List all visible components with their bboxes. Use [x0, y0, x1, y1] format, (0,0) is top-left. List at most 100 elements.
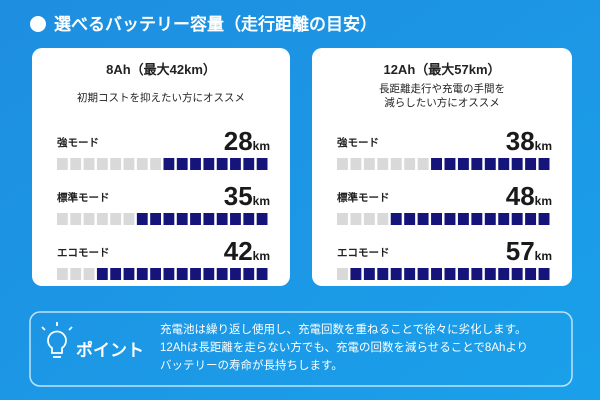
segment-filled	[390, 213, 402, 225]
segment-filled	[511, 213, 523, 225]
segment-empty	[377, 213, 389, 225]
mode-label: 強モード	[337, 136, 379, 149]
segment-filled	[511, 158, 523, 170]
mode-label: 標準モード	[337, 191, 390, 204]
segment-filled	[498, 213, 510, 225]
segment-filled	[203, 268, 215, 280]
segment-filled	[498, 158, 510, 170]
segment-empty	[96, 158, 108, 170]
mode-label: エコモード	[57, 247, 110, 259]
segment-empty	[110, 213, 122, 225]
segment-filled	[150, 268, 161, 280]
card-title: 12Ah（最大57km）	[383, 62, 500, 77]
segment-empty	[390, 158, 402, 170]
segment-filled	[230, 268, 241, 280]
segment-empty	[110, 158, 122, 170]
segment-filled	[390, 268, 402, 280]
segment-filled	[190, 213, 201, 225]
segment-empty	[350, 213, 362, 225]
distance-unit: km	[253, 139, 270, 153]
segment-empty	[57, 213, 68, 225]
point-label: ポイント	[76, 340, 144, 360]
segment-filled	[538, 213, 550, 225]
segment-filled	[471, 158, 483, 170]
distance: 28km	[224, 126, 270, 156]
segment-empty	[377, 158, 389, 170]
segment-filled	[444, 158, 456, 170]
distance-unit: km	[535, 139, 552, 153]
segment-filled	[471, 213, 483, 225]
segment-empty	[404, 158, 416, 170]
segment-filled	[190, 268, 201, 280]
card-description: 長距離走行や充電の手間を	[379, 82, 505, 95]
segment-filled	[525, 268, 537, 280]
segment-filled	[377, 268, 389, 280]
segment-empty	[123, 158, 135, 170]
segment-empty	[70, 158, 82, 170]
segment-filled	[163, 213, 175, 225]
segment-empty	[363, 213, 375, 225]
segment-filled	[150, 213, 161, 225]
segment-filled	[431, 268, 442, 280]
segment-filled	[431, 213, 442, 225]
segment-filled	[163, 268, 175, 280]
segment-empty	[70, 268, 82, 280]
segment-filled	[444, 213, 456, 225]
segment-filled	[538, 268, 550, 280]
segment-filled	[404, 268, 416, 280]
segment-filled	[431, 158, 442, 170]
segment-empty	[337, 268, 348, 280]
distance: 38km	[506, 126, 552, 156]
distance: 42km	[224, 236, 270, 266]
distance-value: 57	[506, 236, 535, 266]
title-dot	[30, 16, 46, 32]
segment-filled	[216, 158, 228, 170]
distance: 57km	[506, 236, 552, 266]
segment-filled	[417, 268, 429, 280]
segment-filled	[203, 213, 215, 225]
segment-filled	[190, 158, 201, 170]
segment-filled	[136, 268, 148, 280]
segment-filled	[256, 158, 268, 170]
distance-unit: km	[253, 194, 270, 208]
title: 選べるバッテリー容量（走行距離の目安）	[54, 14, 377, 34]
segment-filled	[256, 213, 268, 225]
distance-value: 35	[224, 181, 253, 211]
segment-filled	[110, 268, 122, 280]
segment-empty	[83, 268, 95, 280]
segment-empty	[350, 158, 362, 170]
segment-filled	[525, 213, 537, 225]
mode-label: エコモード	[337, 247, 390, 259]
segment-filled	[243, 213, 255, 225]
segment-filled	[444, 268, 456, 280]
segment-filled	[216, 268, 228, 280]
segment-filled	[350, 268, 362, 280]
segment-empty	[70, 213, 82, 225]
distance: 48km	[506, 181, 552, 211]
segment-empty	[83, 213, 95, 225]
distance-unit: km	[535, 249, 552, 263]
segment-empty	[150, 158, 161, 170]
card-title: 8Ah（最大42km）	[106, 62, 216, 77]
segment-filled	[163, 158, 175, 170]
segment-empty	[363, 158, 375, 170]
mode-label: 強モード	[57, 136, 99, 149]
distance-value: 48	[506, 181, 535, 211]
segment-filled	[256, 268, 268, 280]
segment-empty	[337, 158, 348, 170]
segment-empty	[57, 268, 68, 280]
point-text: 充電池は繰り返し使用し、充電回数を重ねることで徐々に劣化します。	[160, 322, 527, 336]
segment-filled	[176, 213, 188, 225]
point-box	[29, 311, 573, 387]
segment-filled	[243, 268, 255, 280]
segment-filled	[404, 213, 416, 225]
segment-filled	[96, 268, 108, 280]
segment-empty	[123, 213, 135, 225]
point-text: バッテリーの寿命が長持ちします。	[160, 358, 343, 372]
segment-filled	[136, 213, 148, 225]
segment-filled	[498, 268, 510, 280]
segment-empty	[57, 158, 68, 170]
segment-filled	[123, 268, 135, 280]
segment-empty	[136, 158, 148, 170]
